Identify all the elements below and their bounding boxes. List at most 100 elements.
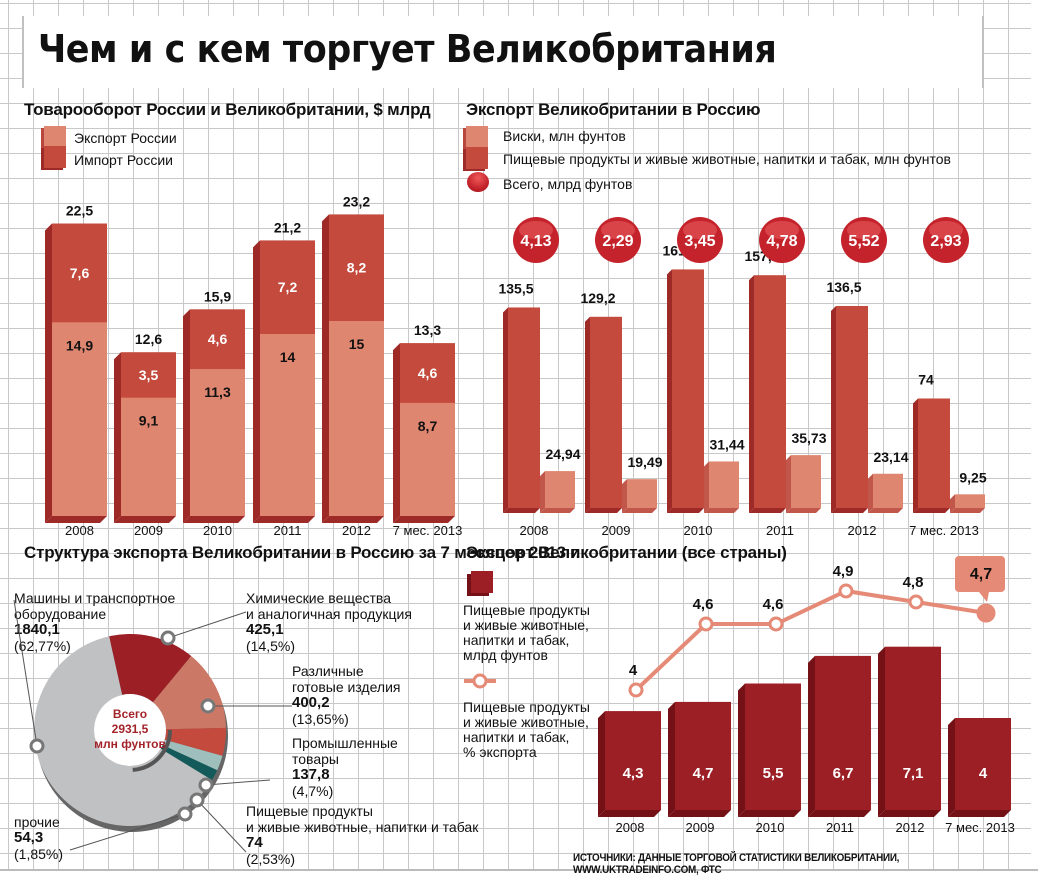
x-tick-label-0: 2008: [616, 820, 645, 835]
leader-line-5: [69, 813, 186, 851]
uk-all-chart-title: Экспорт Великобритании (все страны): [466, 543, 787, 562]
line-point-3: [838, 583, 854, 599]
bar-label-total-4: 23,2: [343, 193, 370, 209]
bar-label-export-2: 11,3: [204, 384, 231, 400]
bar-food-1-base: [585, 508, 622, 513]
legend-swatch-whisky: [466, 126, 488, 148]
donut-slice-1: [109, 634, 192, 703]
bar-uk-food-5-base: [948, 810, 1011, 817]
donut-slice-0: [34, 636, 212, 826]
label-value: 74: [246, 834, 263, 851]
legend-label-whisky: Виски, млн фунтов: [503, 128, 626, 144]
bar-uk-food-1-base: [668, 810, 731, 817]
bar-label-total-2: 15,9: [204, 288, 231, 304]
x-tick-label-1: 2009: [602, 523, 631, 538]
legend-line-marker: [464, 673, 496, 689]
label-percent: (62,77%): [14, 638, 71, 654]
bar-whisky-3-side: [786, 455, 791, 513]
x-tick-label-0: 2008: [65, 523, 94, 538]
bar-uk-food-4: [885, 646, 941, 810]
donut-hole: [94, 694, 166, 766]
leader-line-3: [205, 779, 271, 786]
bar-label-import-3: 7,2: [278, 279, 298, 295]
leader-dot-2: [200, 698, 216, 714]
label-line: и живые животные, напитки и табак: [246, 819, 479, 835]
bar-label-whisky-3: 35,73: [791, 430, 826, 446]
total-ball-label-0: 4,13: [520, 233, 551, 250]
label-line: готовые изделия: [292, 679, 401, 695]
donut-label-other: прочие 54,3 (1,85%): [14, 814, 63, 862]
legend-swatch-food-bln: [471, 571, 493, 593]
bar-uk-food-5-side: [948, 718, 955, 817]
legend-label-food-pct: Пищевые продукты и живые животные, напит…: [463, 700, 590, 760]
bar-label-uk-food-1: 4,7: [693, 765, 714, 782]
bar-uk-food-3-base: [808, 810, 871, 817]
bar-label-total-3: 21,2: [274, 219, 301, 235]
donut-label-chem: Химические вещества и аналогичная продук…: [246, 590, 412, 654]
donut-center-label-2: млн фунтов: [94, 737, 166, 751]
bar-whisky-5-base: [950, 508, 985, 513]
bar-food-3: [754, 275, 786, 508]
legend-swatch-export: [44, 126, 66, 148]
bar-uk-food-2-base: [738, 810, 801, 817]
legend-label-food-bln: Пищевые продукты и живые животные, напит…: [463, 603, 590, 663]
donut-center-label-1: 2931,5: [112, 722, 149, 736]
label-line: и аналогичная продукция: [246, 606, 412, 622]
label-percent: (4,7%): [292, 783, 334, 799]
bar-whisky-1-base: [622, 508, 657, 513]
bar-export-1: [121, 397, 176, 516]
bar-whisky-1: [627, 479, 657, 508]
donut-slice-4: [162, 739, 223, 771]
bar-whisky-4: [873, 473, 903, 508]
bar-uk-food-1-side: [668, 701, 675, 817]
bar-whisky-2-side: [704, 461, 709, 513]
legend-line: Пищевые продукты: [463, 699, 590, 715]
bar-label-whisky-0: 24,94: [545, 446, 580, 462]
leader-line-1: [167, 611, 247, 639]
bar-export-5: [400, 402, 455, 516]
bar-whisky-0: [545, 471, 575, 508]
bar-food-3-side: [749, 275, 754, 513]
x-tick-label-4: 2012: [896, 820, 925, 835]
label-value: 137,8: [292, 766, 330, 783]
bar-label-food-4: 136,5: [826, 279, 861, 295]
callout-last-value: [955, 556, 1005, 602]
x-tick-label-3: 2011: [826, 820, 854, 835]
leader-dot-5: [177, 806, 193, 822]
legend-swatch-food: [466, 147, 488, 169]
label-line: Машины и транспортное: [14, 590, 176, 606]
bar-food-4: [836, 305, 868, 508]
bar-whisky-4-base: [868, 508, 903, 513]
bar-label-export-1: 9,1: [139, 413, 159, 429]
bar-total-0-side: [45, 223, 52, 523]
bar-uk-food-4-side: [878, 646, 885, 817]
leader-dot-4: [189, 792, 205, 808]
label-value: 400,2: [292, 694, 330, 711]
label-line: прочие: [14, 814, 60, 830]
x-tick-label-5: 7 мес. 2013: [945, 820, 1015, 835]
leader-line-4: [196, 799, 247, 853]
page-title: Чем и с кем торгует Великобритания: [38, 27, 777, 71]
bar-whisky-2-base: [704, 508, 739, 513]
legend-line: % экспорта: [463, 744, 537, 760]
bar-whisky-4-side: [868, 473, 873, 513]
bar-food-4-base: [831, 508, 868, 513]
donut-slice-5: [160, 745, 218, 781]
bar-label-import-0: 7,6: [70, 265, 90, 281]
bar-whisky-2: [709, 461, 739, 508]
donut-label-industrial: Промышленные товары 137,8 (4,7%): [292, 735, 398, 799]
line-point-1: [698, 616, 714, 632]
bar-label-uk-food-4: 7,1: [903, 765, 924, 782]
label-percent: (14,5%): [246, 638, 296, 654]
bar-label-uk-food-0: 4,3: [623, 765, 644, 782]
bar-uk-food-2: [745, 683, 801, 810]
bar-label-uk-food-3: 6,7: [833, 765, 854, 782]
donut-center-label-0: Всего: [113, 707, 147, 721]
line-label-3: 4,9: [833, 563, 854, 580]
x-tick-label-2: 2010: [756, 820, 785, 835]
donut-label-misc: Различные готовые изделия 400,2 (13,65%): [292, 663, 401, 727]
donut-label-machines: Машины и транспортное оборудование 1840,…: [14, 590, 175, 654]
line-label-0: 4: [629, 662, 638, 679]
legend-label-total: Всего, млрд фунтов: [503, 176, 633, 192]
